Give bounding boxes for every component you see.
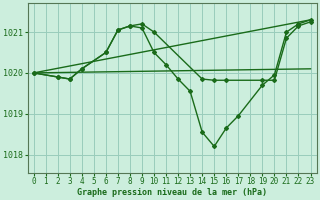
X-axis label: Graphe pression niveau de la mer (hPa): Graphe pression niveau de la mer (hPa)	[77, 188, 267, 197]
